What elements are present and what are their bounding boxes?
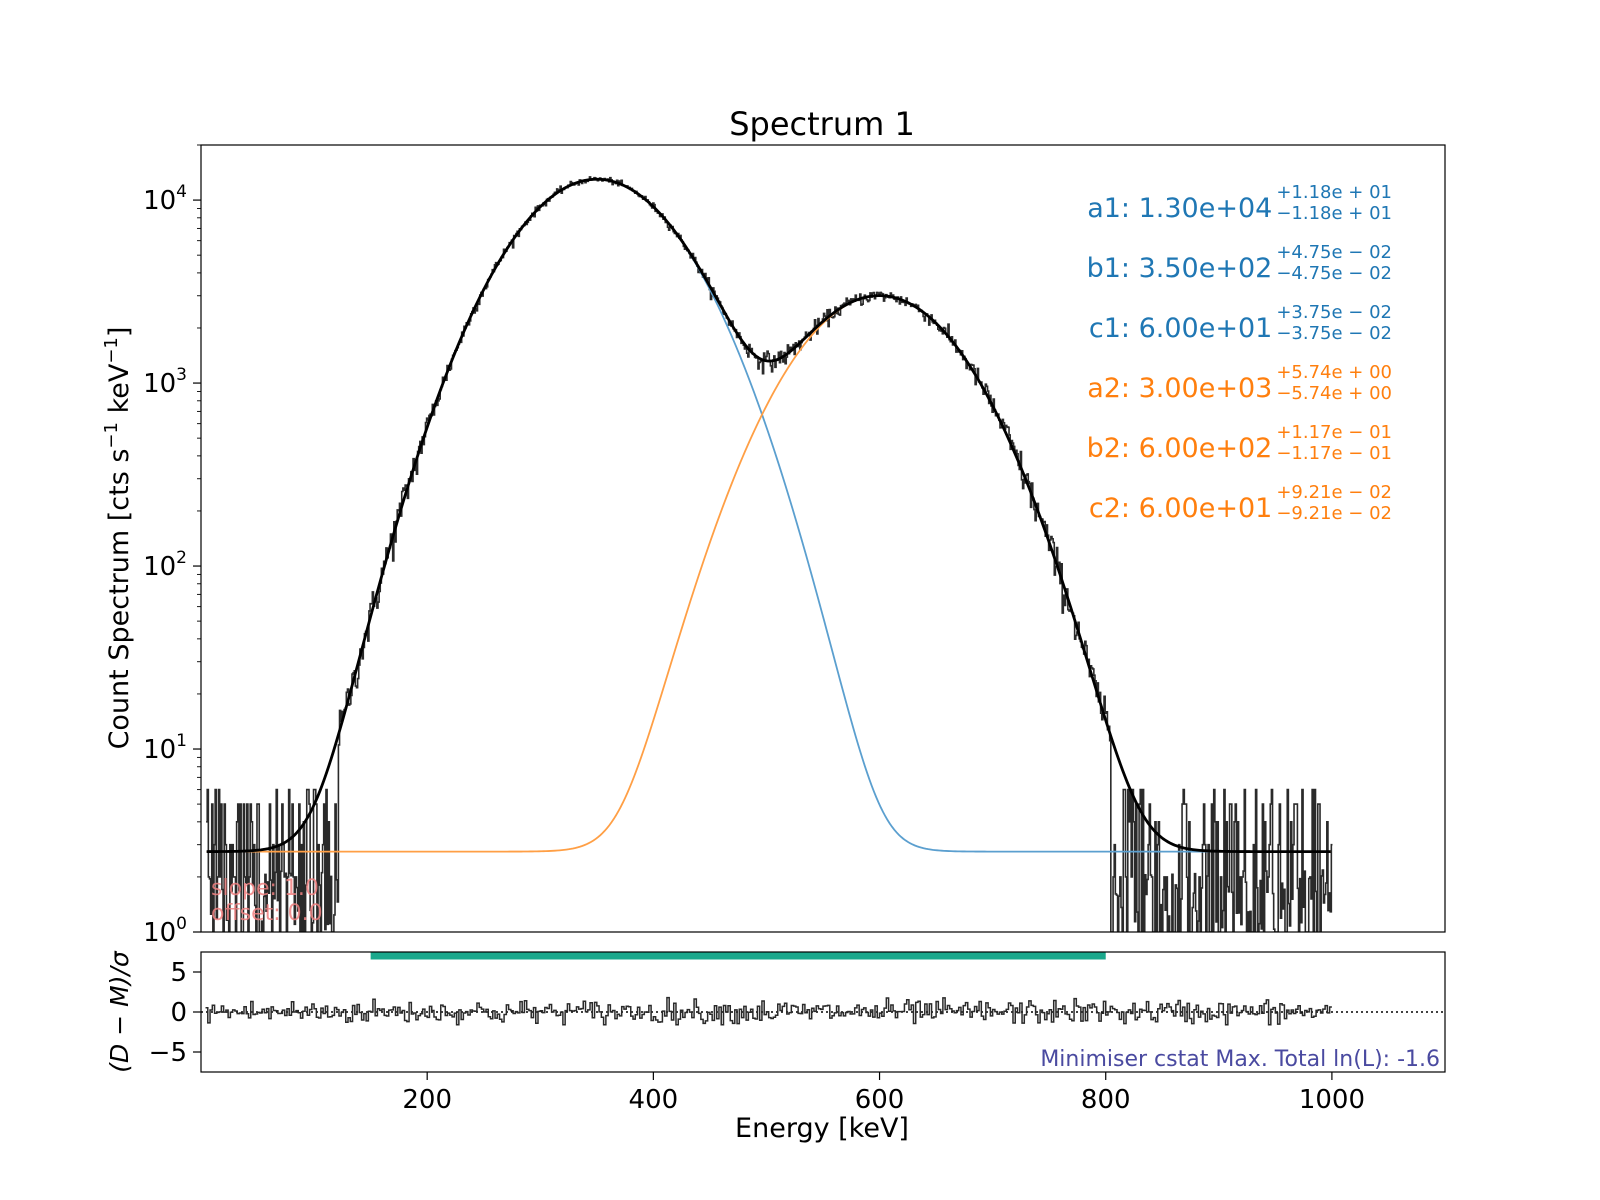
main-plot-frame — [200, 144, 1446, 933]
x-axis-label: Energy [keV] — [735, 1113, 909, 1144]
param-plus-err: +1.17e − 01 — [1276, 422, 1392, 443]
y-tick-label: 100 — [143, 914, 187, 948]
y-tick-label: 101 — [143, 731, 187, 765]
y-tick-label: 102 — [143, 548, 187, 582]
ylabel-exp-2: −1 — [101, 337, 122, 364]
chart-title: Spectrum 1 — [729, 105, 915, 143]
residual-y-ticks: 5 0 −5 — [149, 958, 201, 1068]
x-tick-label: 400 — [629, 1085, 679, 1115]
main-plot-marks — [206, 176, 1333, 932]
param-plus-err: +1.18e + 01 — [1276, 182, 1392, 203]
main-y-axis-label: Count Spectrum [cts s−1 keV−1] — [101, 327, 135, 750]
residual-y-axis-label: (D − M)/σ — [105, 950, 134, 1073]
x-tick-label: 200 — [402, 1085, 452, 1115]
main-plot: 100 101 102 103 104 +1.18e + 01−1.18e + 01a1… — [101, 144, 1446, 948]
residual-series — [205, 996, 1332, 1026]
param-plus-err: +4.75e − 02 — [1276, 242, 1392, 263]
residual-plot: 5 0 −5 200 400 600 800 1000 Minimiser cstat Ma… — [105, 950, 1446, 1144]
param-value: b1: 3.50e+02 — [1087, 253, 1273, 284]
ylabel-part-1: Count Spectrum [cts s — [104, 449, 135, 750]
param-value: a1: 1.30e+04 — [1087, 193, 1272, 224]
param-minus-err: −1.17e − 01 — [1276, 443, 1392, 464]
param-value: b2: 6.00e+02 — [1087, 433, 1273, 464]
data-series — [206, 176, 1333, 932]
y-tick-label: 103 — [143, 365, 187, 399]
x-tick-label: 800 — [1081, 1085, 1131, 1115]
param-plus-err: +9.21e − 02 — [1276, 482, 1392, 503]
ylabel-part-3: ] — [104, 327, 135, 338]
param-value: c2: 6.00e+01 — [1089, 493, 1272, 524]
annotation-offset: offset: 0.0 — [211, 901, 323, 926]
param-minus-err: −9.21e − 02 — [1276, 503, 1392, 524]
param-plus-err: +5.74e + 00 — [1276, 362, 1392, 383]
x-tick-label: 600 — [855, 1085, 905, 1115]
residual-y-tick-label: 0 — [170, 998, 187, 1028]
x-tick-label: 1000 — [1299, 1085, 1365, 1115]
residual-plot-frame — [200, 951, 1446, 1073]
param-value: a2: 3.00e+03 — [1087, 373, 1272, 404]
param-minus-err: −5.74e + 00 — [1276, 383, 1392, 404]
annotation-slope: slope: 1.0 — [211, 876, 319, 901]
residual-y-tick-label: 5 — [170, 958, 187, 988]
param-minus-err: −4.75e − 02 — [1276, 263, 1392, 284]
y-tick-label: 104 — [143, 182, 187, 216]
ylabel-part-2: keV — [104, 363, 135, 422]
residual-x-ticks: 200 400 600 800 1000 — [402, 1072, 1365, 1115]
ylabel-exp-1: −1 — [101, 422, 122, 449]
total-model-curve — [206, 177, 1331, 854]
residual-plot-marks — [201, 952, 1445, 1026]
param-plus-err: +3.75e − 02 — [1276, 302, 1392, 323]
param-minus-err: −1.18e + 01 — [1276, 203, 1392, 224]
param-minus-err: −3.75e − 02 — [1276, 323, 1392, 344]
param-value: c1: 6.00e+01 — [1089, 313, 1272, 344]
residual-footer: Minimiser cstat Max. Total ln(L): -1.6 — [1040, 1047, 1440, 1072]
residual-y-tick-label: −5 — [149, 1038, 187, 1068]
main-y-ticks: 100 101 102 103 104 — [143, 144, 201, 948]
